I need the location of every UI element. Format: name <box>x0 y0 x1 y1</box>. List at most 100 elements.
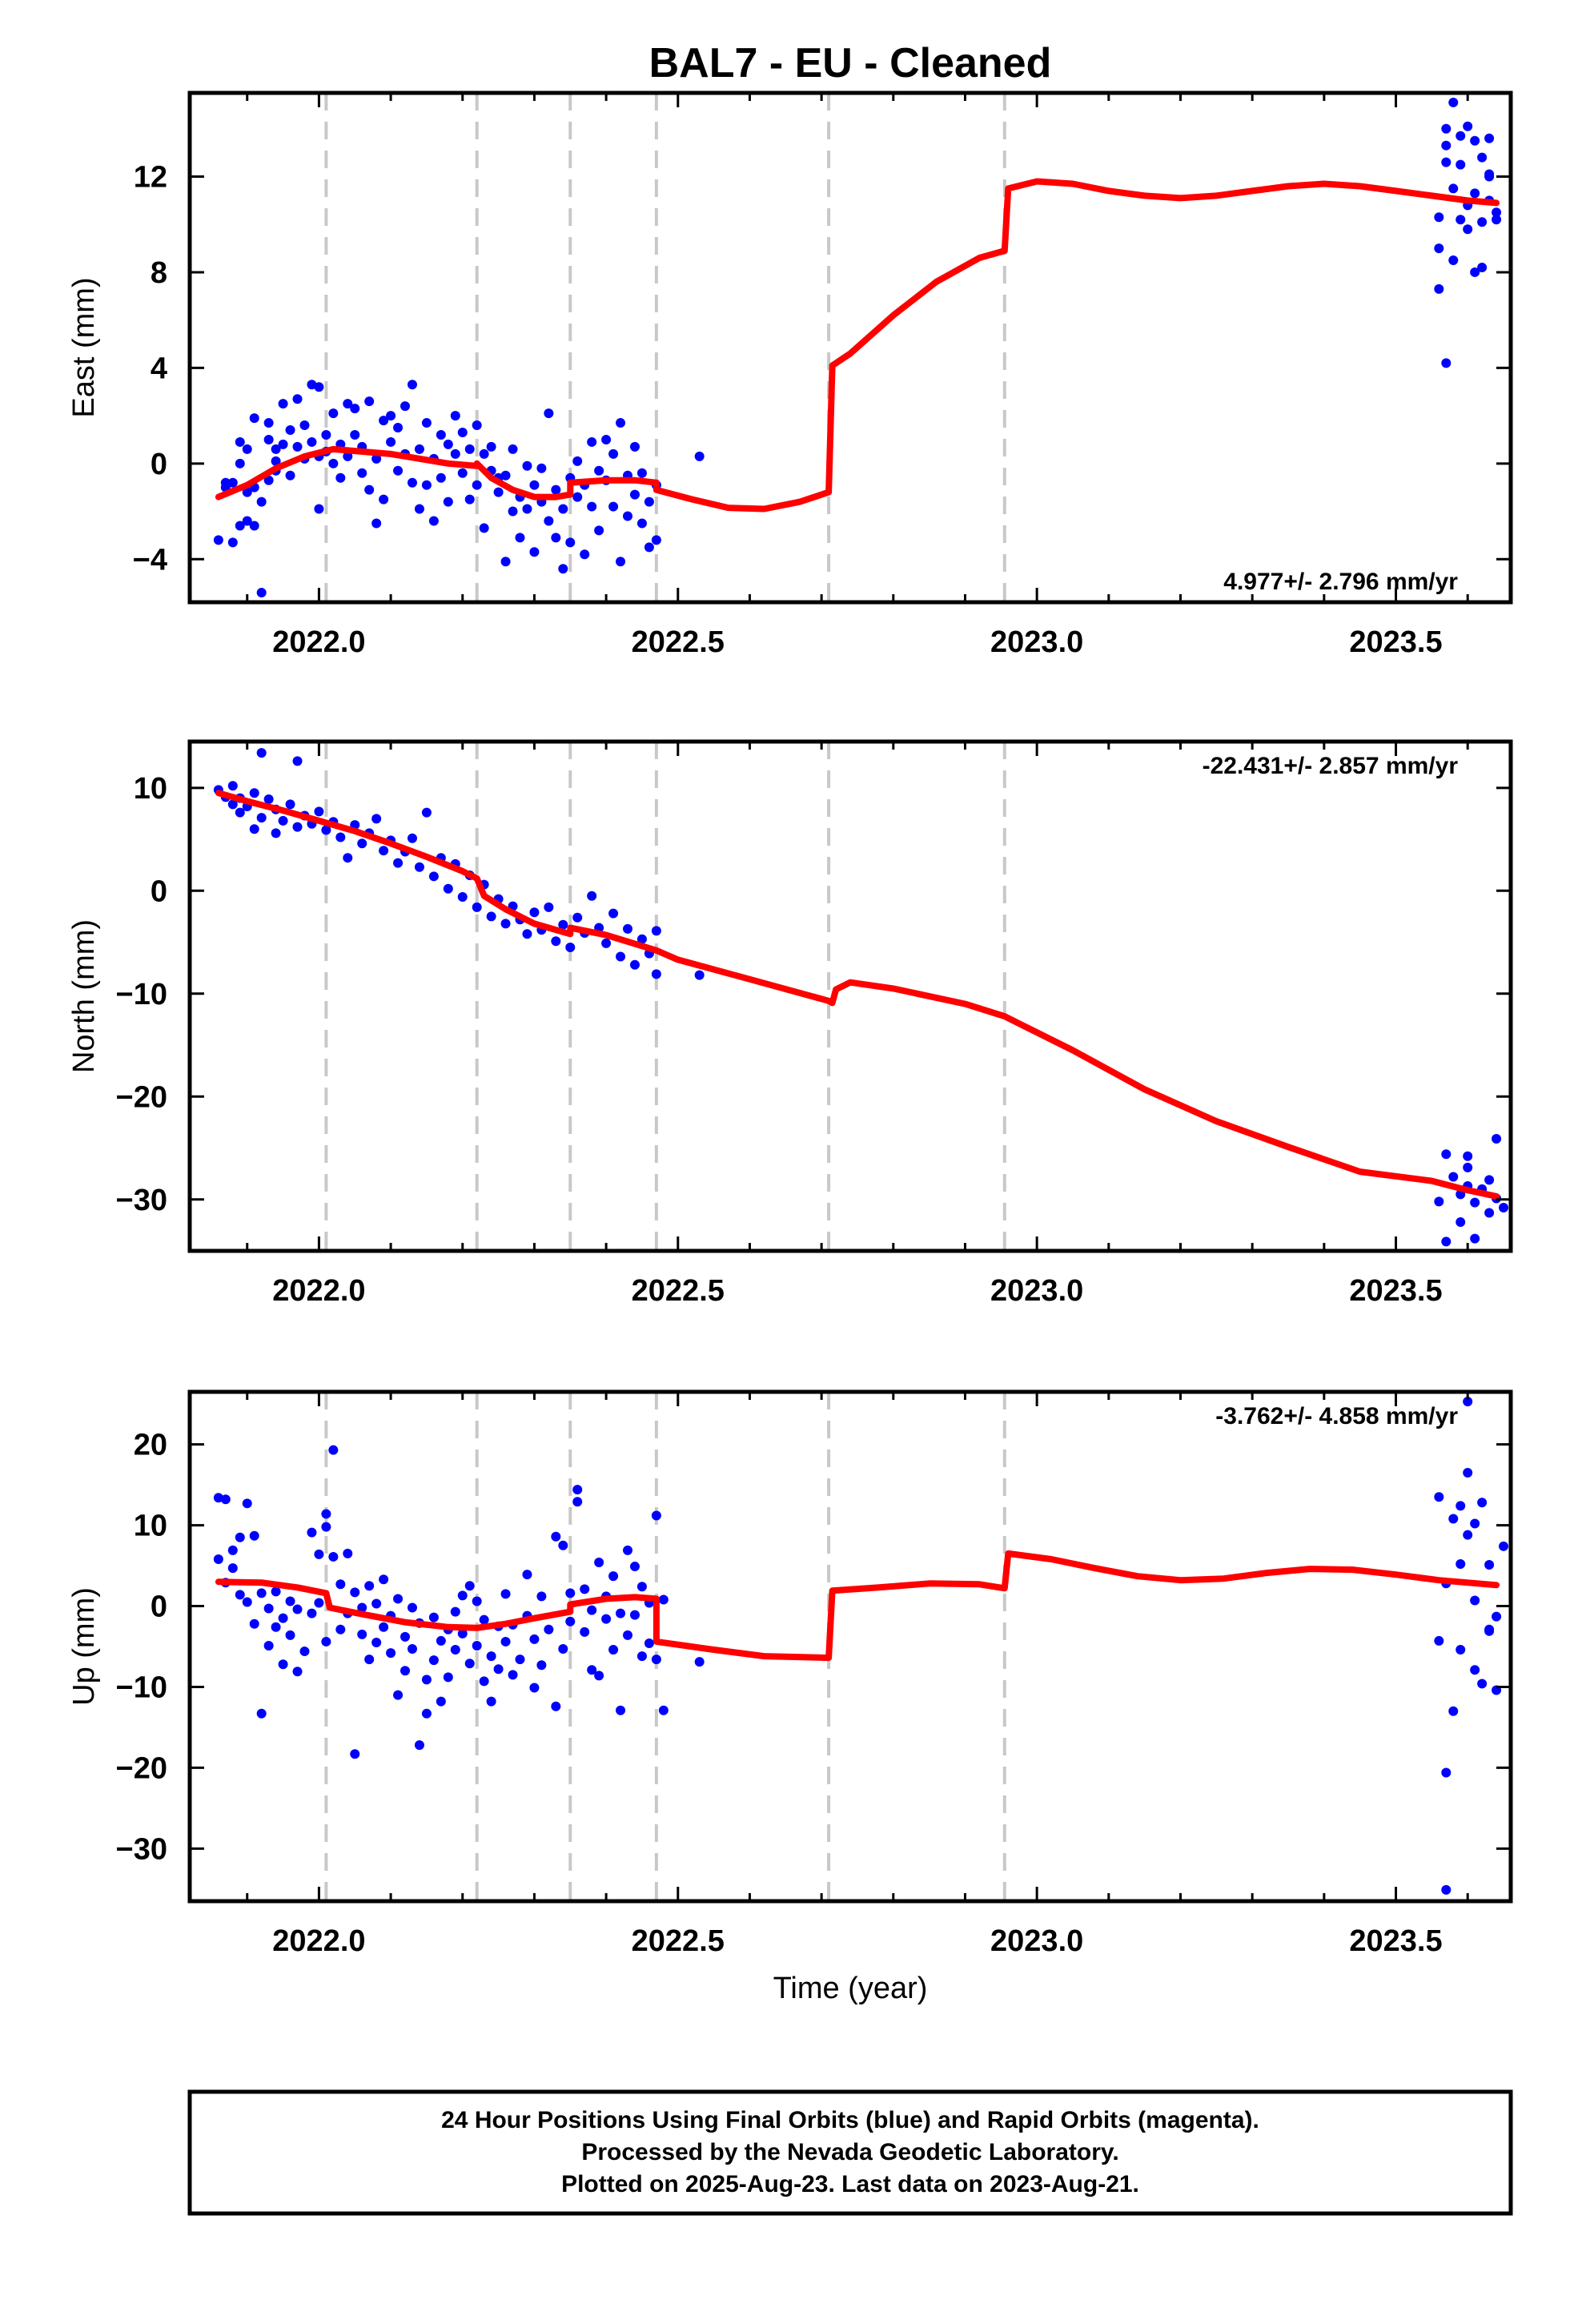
data-point <box>343 1548 353 1558</box>
data-point <box>522 1570 532 1580</box>
data-point <box>1456 215 1466 225</box>
x-tick-label: 2023.0 <box>990 1274 1083 1308</box>
data-point <box>636 468 647 478</box>
y-tick-label: 20 <box>134 1429 167 1462</box>
data-point <box>1434 283 1444 294</box>
data-point <box>522 929 532 939</box>
data-point <box>400 1666 411 1676</box>
data-point <box>623 511 633 521</box>
data-point <box>1456 1559 1466 1570</box>
data-point <box>1441 1884 1452 1895</box>
data-point <box>508 506 518 517</box>
data-point <box>278 1659 288 1670</box>
data-point <box>601 938 612 948</box>
data-point <box>235 1590 245 1600</box>
data-point <box>421 807 432 818</box>
y-tick-label: 0 <box>151 448 167 481</box>
data-point <box>551 1701 561 1711</box>
data-point <box>1448 97 1459 107</box>
data-point <box>407 1602 417 1613</box>
data-point <box>350 404 360 414</box>
data-point <box>1448 183 1459 194</box>
data-point <box>522 504 532 514</box>
rate-annotation: -22.431+/- 2.857 mm/yr <box>1203 753 1459 779</box>
data-point <box>636 518 647 529</box>
data-point <box>220 1494 231 1505</box>
data-point <box>428 516 439 526</box>
data-point <box>263 434 274 444</box>
data-point <box>558 564 568 574</box>
data-point <box>436 1635 446 1646</box>
data-point <box>1470 1197 1480 1208</box>
data-point <box>249 1530 259 1541</box>
data-point <box>1484 1560 1495 1570</box>
data-point <box>601 434 612 444</box>
y-tick-label: 10 <box>134 772 167 806</box>
x-tick-label: 2022.5 <box>632 1274 725 1308</box>
y-tick-label: 12 <box>134 161 167 195</box>
data-point <box>587 436 597 447</box>
data-point <box>321 1509 331 1519</box>
data-point <box>400 401 411 412</box>
x-tick-label: 2022.0 <box>272 625 365 659</box>
data-point <box>580 1626 590 1637</box>
data-point <box>357 468 367 478</box>
y-tick-label: 0 <box>151 1590 167 1624</box>
data-point <box>371 518 382 529</box>
data-point <box>536 463 547 473</box>
data-point <box>1470 267 1480 277</box>
data-point <box>457 892 468 903</box>
data-point <box>1492 215 1502 225</box>
x-tick-label: 2023.5 <box>1349 1274 1442 1308</box>
data-point <box>1456 131 1466 141</box>
data-point <box>371 1637 382 1647</box>
x-tick-label: 2023.0 <box>990 1924 1083 1958</box>
data-point <box>500 1589 511 1599</box>
data-point <box>572 1497 583 1507</box>
data-point <box>1477 217 1488 227</box>
data-point <box>558 919 568 930</box>
data-point <box>235 458 245 468</box>
x-tick-label: 2023.5 <box>1349 625 1442 659</box>
data-point <box>450 411 460 421</box>
data-point <box>493 1664 504 1675</box>
data-point <box>1448 1172 1459 1182</box>
data-point <box>335 1579 346 1590</box>
data-point <box>379 846 389 856</box>
data-point <box>572 492 583 502</box>
data-point <box>1441 1767 1452 1778</box>
data-point <box>558 1644 568 1655</box>
data-point <box>1463 1162 1473 1172</box>
data-point <box>500 919 511 929</box>
data-point <box>321 1522 331 1532</box>
data-point <box>1441 1236 1452 1247</box>
data-point <box>1456 1645 1466 1655</box>
y-tick-label: 0 <box>151 875 167 908</box>
data-point <box>658 1594 669 1605</box>
data-point <box>227 781 238 791</box>
data-point <box>486 911 496 922</box>
data-point <box>544 408 554 419</box>
data-point <box>271 828 281 838</box>
data-point <box>1434 1492 1444 1502</box>
y-tick-label: −10 <box>116 978 167 1011</box>
data-point <box>544 1624 554 1634</box>
model-fit-line <box>215 790 1500 1200</box>
y-axis-label: North (mm) <box>67 919 101 1073</box>
data-point <box>644 1638 654 1648</box>
data-point <box>529 547 540 557</box>
x-tick-label: 2022.5 <box>632 1924 725 1958</box>
data-point <box>307 1527 317 1538</box>
data-point <box>472 420 482 431</box>
data-point <box>386 1648 396 1659</box>
footer-box: 24 Hour Positions Using Final Orbits (bl… <box>187 2089 1513 2216</box>
data-point <box>508 444 518 454</box>
data-point <box>629 441 640 452</box>
data-point <box>616 557 626 567</box>
plot-area <box>190 93 1511 602</box>
data-point <box>1448 1514 1459 1524</box>
data-point <box>292 756 303 766</box>
data-point <box>227 799 238 810</box>
data-point <box>1477 1679 1488 1689</box>
